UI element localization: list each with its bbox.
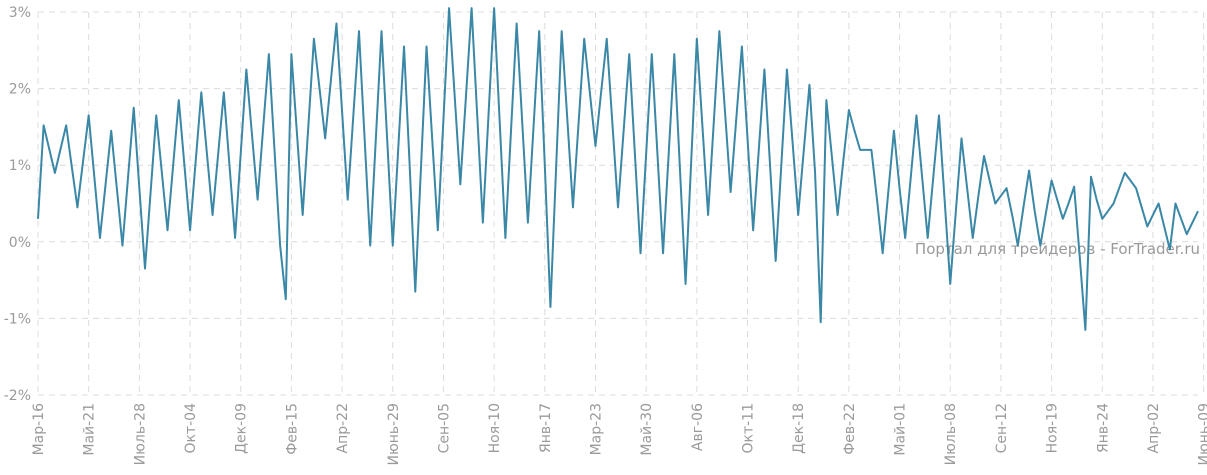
x-tick-label: Авг-06 (690, 403, 706, 451)
y-tick-label: 3% (9, 5, 31, 21)
x-tick-label: Дек-18 (791, 403, 807, 454)
series-line (37, 7, 1199, 331)
x-tick-label: Апр-02 (1146, 403, 1162, 453)
x-tick-label: Июнь-09 (1197, 403, 1207, 466)
y-tick-label: -1% (4, 311, 31, 327)
y-tick-label: 0% (9, 235, 31, 251)
x-tick-label: Фев-15 (284, 403, 300, 455)
x-tick-label: Сен-12 (994, 403, 1010, 453)
x-tick-label: Апр-22 (335, 403, 351, 453)
watermark: Портал для трейдеров - ForTrader.ru (915, 240, 1200, 258)
x-tick-label: Май-21 (82, 403, 98, 456)
y-tick-label: -2% (4, 388, 31, 404)
x-tick-label: Янв-17 (538, 403, 554, 453)
x-tick-label: Ноя-19 (1045, 403, 1061, 453)
y-tick-label: 2% (9, 82, 31, 98)
y-tick-label: 1% (9, 158, 31, 174)
x-tick-label: Янв-24 (1095, 403, 1111, 453)
x-tick-label: Июль-28 (132, 403, 148, 465)
x-tick-label: Окт-11 (741, 403, 757, 454)
x-tick-label: Ноя-10 (487, 403, 503, 453)
x-tick-label: Окт-04 (183, 403, 199, 454)
x-tick-label: Май-30 (639, 403, 655, 456)
x-axis-ticks: Мар-16 Май-21 Июль-28 Окт-04 Дек-09 Фев-15 Апр… (31, 403, 1207, 466)
y-axis-ticks: -2% -1% 0% 1% 2% 3% (4, 5, 31, 404)
x-tick-label: Июнь-29 (386, 403, 402, 466)
x-tick-label: Сен-05 (436, 403, 452, 453)
x-tick-label: Май-01 (893, 403, 909, 456)
x-tick-label: Мар-16 (31, 403, 47, 456)
x-tick-label: Дек-09 (234, 403, 250, 454)
x-tick-label: Мар-23 (588, 403, 604, 455)
x-tick-label: Фев-22 (842, 403, 858, 455)
x-tick-label: Июль-08 (943, 403, 959, 465)
